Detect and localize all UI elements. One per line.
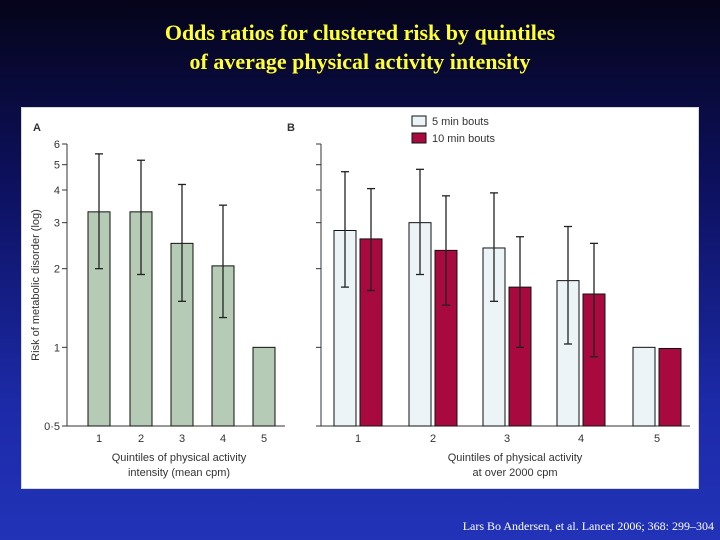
legend-label: 10 min bouts bbox=[432, 133, 495, 145]
panel-b-bar-5min bbox=[632, 346, 656, 427]
panel-b-x-axis-label-line-1: Quintiles of physical activity bbox=[448, 452, 583, 464]
panel-a-y-tick-label: 2 bbox=[54, 264, 60, 276]
panel-a-y-tick-label: 6 bbox=[54, 139, 60, 151]
panel-b-x-tick-label: 1 bbox=[355, 433, 361, 445]
panel-a-y-axis-label: Risk of metabolic disorder (log) bbox=[30, 209, 42, 361]
panel-a-x-axis-label-line-1: Quintiles of physical activity bbox=[112, 452, 247, 464]
panel-a-y-tick-label: 5 bbox=[54, 160, 60, 172]
panel-a-x-tick-label: 3 bbox=[179, 433, 185, 445]
slide-title-line-1: Odds ratios for clustered risk by quinti… bbox=[164, 20, 556, 45]
panel-b-bar-10min bbox=[658, 347, 682, 427]
panel-a-label: A bbox=[33, 122, 41, 134]
panel-a-y-tick-label: 1 bbox=[54, 342, 60, 354]
figure-svg: A 0·5 1 2 3 4 5 6 Risk of metabolic disorder (lo… bbox=[30, 115, 690, 479]
slide-title: Odds ratios for clustered risk by quinti… bbox=[0, 18, 720, 76]
panel-a-bar bbox=[252, 346, 276, 427]
panel-a-y-tick-label: 3 bbox=[54, 218, 60, 230]
panel-a-x-axis-label-line-2: intensity (mean cpm) bbox=[128, 467, 230, 479]
citation: Lars Bo Andersen, et al. Lancet 2006; 36… bbox=[462, 519, 714, 533]
figure-panel: A 0·5 1 2 3 4 5 6 Risk of metabolic disorder (lo… bbox=[21, 107, 699, 489]
panel-b-x-tick-label: 2 bbox=[430, 433, 436, 445]
legend-swatch bbox=[411, 115, 427, 127]
panel-b-x-tick-label: 5 bbox=[654, 433, 660, 445]
legend-swatch bbox=[411, 132, 427, 144]
panel-a-x-tick-label: 4 bbox=[220, 433, 226, 445]
legend-label: 5 min bouts bbox=[432, 116, 489, 128]
panel-b-x-axis-label-line-2: at over 2000 cpm bbox=[473, 467, 558, 479]
panel-a-x-tick-label: 2 bbox=[138, 433, 144, 445]
panel-a-x-tick-label: 1 bbox=[96, 433, 102, 445]
panel-a-y-tick-label: 0·5 bbox=[44, 421, 60, 433]
panel-b-x-tick-label: 4 bbox=[578, 433, 584, 445]
panel-a-x-tick-label: 5 bbox=[261, 433, 267, 445]
slide-title-line-2: of average physical activity intensity bbox=[189, 49, 531, 74]
panel-b-x-tick-label: 3 bbox=[504, 433, 510, 445]
panel-a-y-tick-label: 4 bbox=[54, 185, 60, 197]
panel-b-label: B bbox=[287, 122, 295, 134]
